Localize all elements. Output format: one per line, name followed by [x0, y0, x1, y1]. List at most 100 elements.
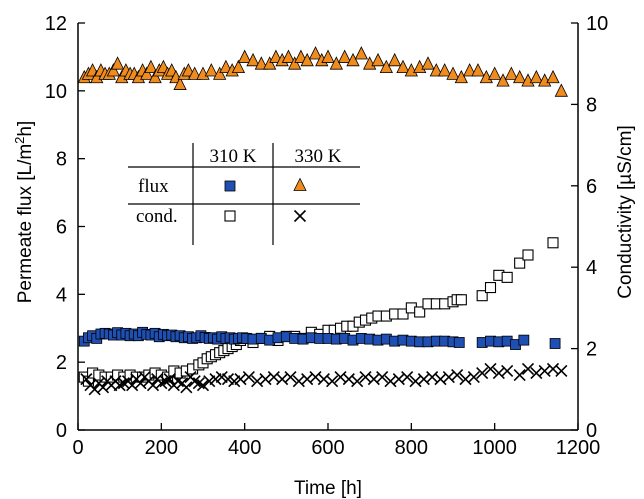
x-marker-stroke — [538, 364, 551, 378]
data-point — [301, 373, 314, 386]
data-point — [414, 306, 426, 318]
x-marker-stroke — [376, 371, 389, 384]
data-point — [484, 281, 497, 294]
x-tick-label: 0 — [72, 437, 83, 459]
data-point — [80, 373, 93, 386]
data-point — [173, 76, 187, 90]
legend-marker-flux-330k — [293, 177, 307, 191]
series-cond-310-k — [78, 237, 559, 387]
data-point — [246, 52, 260, 67]
x-marker-stroke — [215, 371, 228, 384]
series-flux-330-k — [77, 46, 568, 97]
legend-row-header: cond. — [136, 206, 178, 227]
data-point — [476, 290, 488, 302]
data-point — [388, 52, 402, 67]
x-tick-label: 1000 — [472, 437, 517, 459]
data-point — [267, 371, 280, 384]
data-point — [146, 379, 160, 392]
data-point — [446, 66, 460, 80]
data-point — [317, 373, 330, 386]
x-marker-stroke — [234, 373, 247, 386]
data-point — [204, 63, 218, 77]
x-marker-stroke — [146, 379, 160, 392]
x-marker-stroke — [451, 368, 464, 382]
x-tick-label: 200 — [145, 437, 178, 459]
data-point — [513, 368, 526, 382]
data-point — [281, 49, 296, 63]
x-marker-stroke — [409, 375, 422, 388]
x-tick-label: 1200 — [556, 437, 601, 459]
data-point — [421, 56, 435, 70]
data-point — [276, 373, 289, 386]
x-tick-label: 600 — [311, 437, 344, 459]
x-marker-stroke — [155, 377, 168, 390]
x-marker-stroke — [196, 379, 210, 392]
data-point — [529, 69, 543, 84]
y-left-tick-label: 4 — [56, 284, 67, 306]
data-point — [180, 381, 193, 394]
data-point — [496, 73, 510, 87]
y-left-tick-label: 2 — [56, 352, 67, 374]
data-point — [300, 52, 314, 67]
data-point — [376, 371, 389, 384]
x-marker-stroke — [159, 375, 172, 388]
data-point — [488, 66, 502, 80]
legend-marker-cond-310k — [224, 210, 236, 222]
legend-marker-flux-310k — [224, 180, 236, 192]
data-point — [538, 364, 551, 378]
data-point — [467, 371, 480, 384]
data-point — [367, 373, 380, 386]
data-point — [555, 364, 568, 378]
data-point — [284, 371, 297, 384]
x-marker-stroke — [351, 375, 364, 388]
x-marker-stroke — [284, 371, 297, 384]
data-point — [521, 362, 535, 376]
x-tick-label: 800 — [395, 437, 428, 459]
x-marker-stroke — [555, 364, 568, 378]
data-point — [321, 49, 335, 63]
data-point — [288, 56, 302, 70]
x-marker-stroke — [134, 377, 147, 390]
y-axis-left-title: Permeate flux [L/m2h] — [12, 121, 36, 304]
data-point — [346, 52, 360, 67]
data-point — [188, 66, 202, 80]
data-point — [484, 362, 497, 376]
x-marker-stroke — [476, 366, 489, 380]
data-point — [513, 69, 527, 84]
data-point — [426, 371, 439, 384]
x-marker-stroke — [384, 375, 397, 388]
data-point — [342, 373, 355, 386]
y-left-tick-label: 8 — [56, 149, 67, 171]
x-marker-stroke — [392, 373, 405, 386]
y-right-tick-label: 0 — [586, 420, 597, 442]
y-left-tick-label: 6 — [56, 217, 67, 239]
data-point — [213, 66, 227, 80]
data-point — [242, 371, 255, 384]
x-marker-stroke — [80, 373, 93, 386]
x-marker-stroke — [293, 209, 307, 223]
x-marker-stroke — [521, 362, 535, 376]
legend-marker-cond-330k — [293, 209, 307, 223]
data-point — [396, 59, 410, 73]
data-point — [308, 46, 323, 60]
y-right-tick-label: 4 — [586, 257, 597, 279]
data-point — [451, 368, 464, 382]
y-axis-right-title: Conductivity [µS/cm] — [615, 125, 636, 299]
data-point — [454, 69, 468, 84]
x-marker-stroke — [88, 383, 101, 396]
data-point — [546, 69, 560, 84]
data-point — [263, 56, 277, 70]
data-point — [522, 249, 534, 261]
x-marker-stroke — [126, 379, 139, 392]
data-point — [88, 383, 101, 396]
data-point — [354, 46, 368, 60]
data-point — [379, 59, 393, 73]
data-point — [192, 377, 205, 390]
data-point — [501, 271, 513, 283]
x-marker-stroke — [484, 362, 497, 376]
data-point — [148, 69, 162, 84]
data-point — [401, 371, 414, 384]
data-point — [144, 59, 158, 73]
